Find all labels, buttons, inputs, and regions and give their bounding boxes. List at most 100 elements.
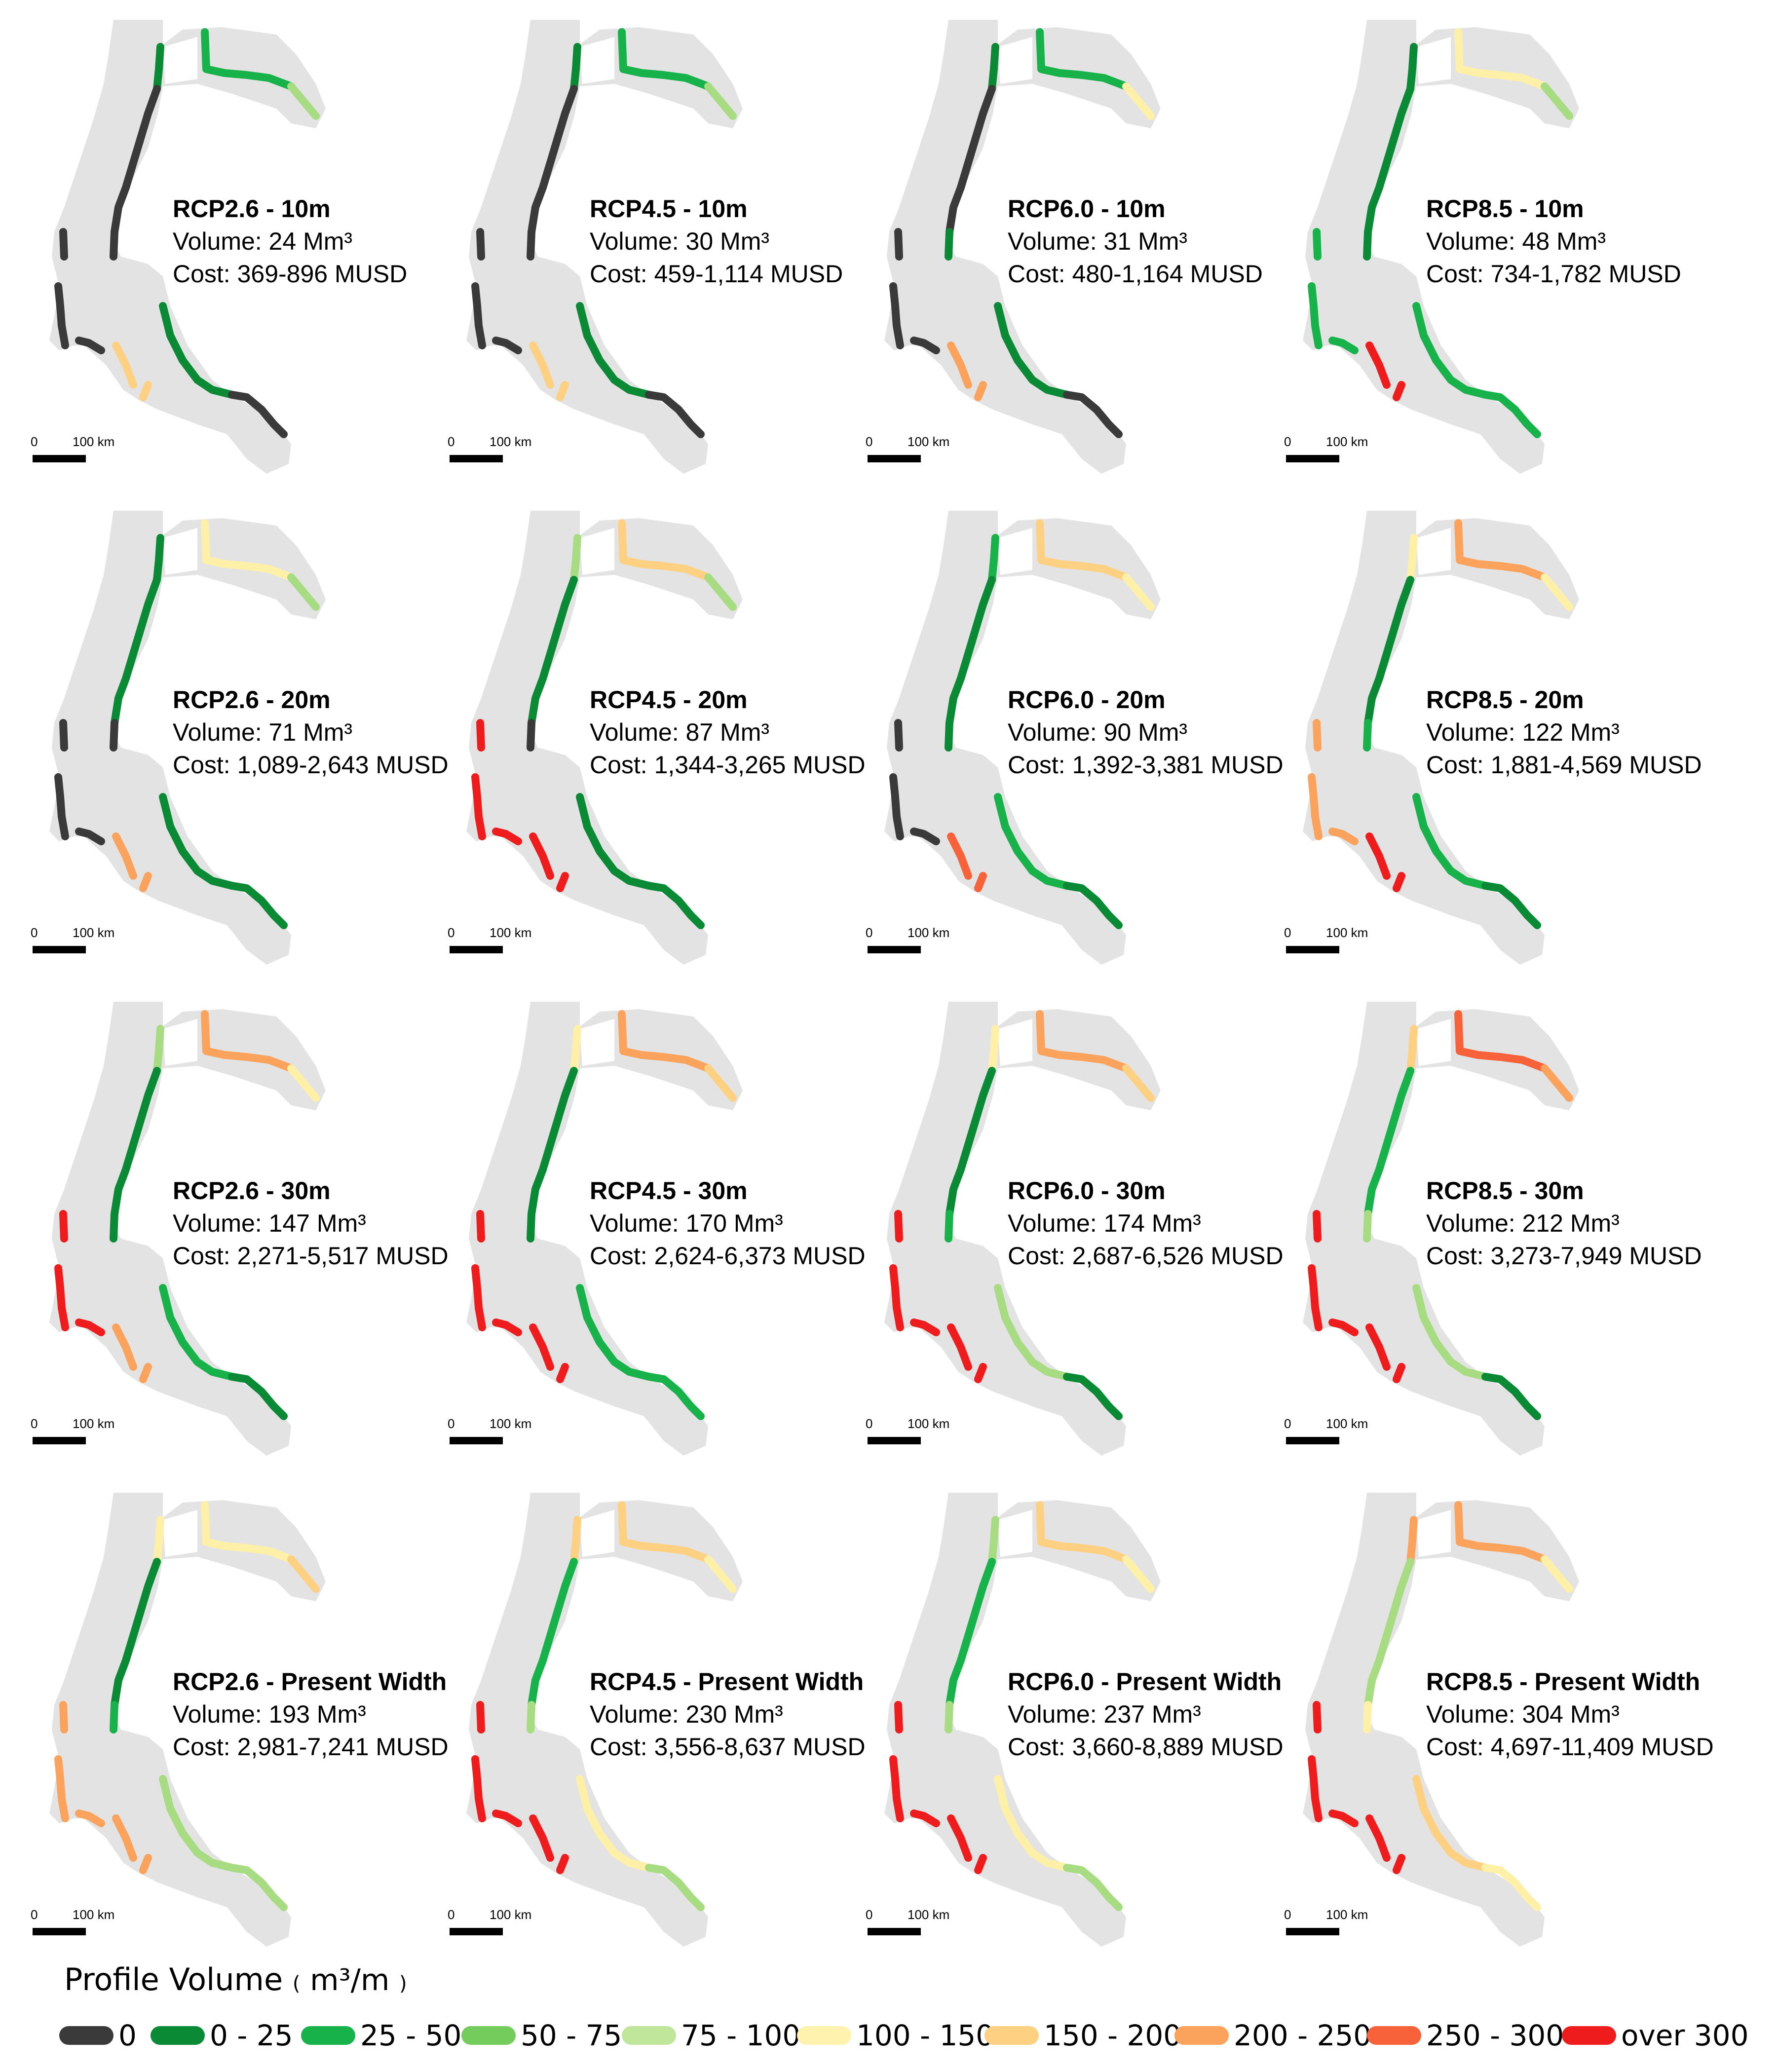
- land-area: [466, 1493, 743, 1947]
- coast-segment-south-gulf: [947, 1814, 987, 1874]
- coast-segment-se-tail: [1481, 1373, 1541, 1420]
- scenario-volume: Volume: 147 Mm³: [173, 1209, 366, 1237]
- coast-segment-west-upper: [946, 1067, 996, 1218]
- coast-segment-north-east: [618, 1010, 712, 1072]
- coast-segment-north-east: [618, 519, 712, 581]
- coast-segment-west-upper: [528, 576, 578, 727]
- coast-segment-se-tail: [645, 1864, 705, 1911]
- coast-segment-north-east: [201, 28, 295, 90]
- map-panel: RCP6.0 - 20m Volume: 90 Mm³ Cost: 1,392-3,…: [835, 491, 1284, 979]
- coast-segment-se-tail: [1481, 882, 1541, 929]
- legend-swatch: [59, 2026, 113, 2045]
- scale-distance-label: 100 km: [490, 434, 532, 449]
- coast-segment-sw-islands: [1308, 1701, 1359, 1827]
- coast-segment-north-bay: [153, 1516, 164, 1566]
- legend-label: 75 - 100: [681, 2019, 801, 2052]
- coast-segment-south-gulf: [1365, 1814, 1405, 1874]
- scale-distance-label: 100 km: [1326, 925, 1368, 940]
- coast-segment-ne-tail: [1122, 1064, 1155, 1102]
- legend-unit-close: ): [399, 1972, 407, 1995]
- map-panel: RCP2.6 - 10m Volume: 24 Mm³ Cost: 369-896 …: [0, 0, 444, 489]
- coast-segment-sw-islands: [54, 1210, 105, 1336]
- coast-segment-east-coast: [576, 793, 653, 890]
- scenario-cost: Cost: 480-1,164 MUSD: [1008, 260, 1263, 288]
- scenario-volume: Volume: 71 Mm³: [173, 718, 353, 746]
- coast-segment-sw-islands: [471, 719, 522, 845]
- coast-segment-west-upper: [528, 1558, 578, 1709]
- coast-map: [1303, 511, 1579, 965]
- coast-segment-east-coast: [1412, 793, 1489, 890]
- coast-segment-north-bay: [570, 43, 581, 93]
- coast-map: [49, 1493, 326, 1947]
- legend-label: 25 - 50: [360, 2019, 462, 2052]
- coast-segment-north-bay: [988, 1516, 999, 1566]
- legend-swatch: [1367, 2026, 1421, 2045]
- coast-map: [466, 20, 743, 474]
- scale-bar-line: [33, 1437, 86, 1444]
- coast-segment-sw-islands: [1308, 228, 1359, 354]
- scale-distance-label: 100 km: [908, 1416, 950, 1431]
- coast-segment-east-coast: [576, 1775, 653, 1872]
- coast-segment-south-gulf: [529, 341, 569, 401]
- scale-zero-label: 0: [1284, 1416, 1291, 1431]
- legend-label: 0 - 25: [210, 2019, 293, 2052]
- coast-segment-sw-islands: [889, 719, 940, 845]
- coast-segment-north-east: [1036, 1010, 1130, 1072]
- coast-map: [884, 1493, 1161, 1947]
- coast-segment-sw-islands: [54, 1701, 105, 1827]
- scale-distance-label: 100 km: [73, 925, 115, 940]
- coast-segment-north-east: [1454, 1501, 1549, 1563]
- legend-item: 50 - 75: [461, 2016, 622, 2055]
- scenario-cost: Cost: 1,344-3,265 MUSD: [590, 751, 866, 779]
- scenario-label: RCP8.5 - 20m Volume: 122 Mm³ Cost: 1,881-4…: [1426, 683, 1702, 781]
- land-area: [466, 1002, 743, 1456]
- scale-distance-label: 100 km: [73, 434, 115, 449]
- scenario-volume: Volume: 30 Mm³: [590, 227, 770, 255]
- coast-map: [1303, 1493, 1579, 1947]
- scenario-label: RCP6.0 - 10m Volume: 31 Mm³ Cost: 480-1,16…: [1008, 192, 1263, 290]
- coast-segment-sw-islands: [471, 1701, 522, 1827]
- scenario-label: RCP4.5 - Present Width Volume: 230 Mm³ Cos…: [590, 1665, 866, 1763]
- coast-segment-sw-islands: [889, 1210, 940, 1336]
- coast-segment-north-bay: [153, 43, 164, 93]
- legend-title-text: Profile Volume: [64, 1961, 283, 1997]
- coast-segment-se-tail: [1063, 1864, 1123, 1911]
- scale-distance-label: 100 km: [490, 925, 532, 940]
- scale-zero-label: 0: [1284, 925, 1291, 940]
- coast-segment-sw-islands: [889, 1701, 940, 1827]
- scenario-label: RCP4.5 - 20m Volume: 87 Mm³ Cost: 1,344-3,…: [590, 683, 866, 781]
- scale-zero-label: 0: [448, 1416, 455, 1431]
- scenario-volume: Volume: 174 Mm³: [1008, 1209, 1201, 1237]
- coast-segment-south-gulf: [112, 1814, 152, 1874]
- coast-segment-west-mid: [110, 1701, 118, 1733]
- legend-swatch: [151, 2026, 205, 2045]
- coast-segment-north-bay: [570, 534, 581, 584]
- scenario-title: RCP6.0 - 20m: [1008, 686, 1166, 714]
- coast-segment-north-east: [1454, 519, 1549, 581]
- scenario-cost: Cost: 2,687-6,526 MUSD: [1008, 1242, 1284, 1270]
- coast-segment-north-bay: [1406, 1025, 1418, 1075]
- legend-swatch: [622, 2026, 676, 2045]
- legend-label: 0: [118, 2019, 137, 2052]
- coast-segment-east-coast: [994, 302, 1071, 399]
- coast-segment-west-upper: [946, 576, 996, 727]
- legend-item: 100 - 150: [797, 2016, 994, 2055]
- map-panel: RCP8.5 - 10m Volume: 48 Mm³ Cost: 734-1,78…: [1253, 0, 1698, 489]
- coast-segment-west-mid: [1363, 1701, 1372, 1733]
- scenario-cost: Cost: 2,981-7,241 MUSD: [173, 1733, 449, 1761]
- legend-item: 25 - 50: [301, 2016, 461, 2055]
- scenario-label: RCP6.0 - 30m Volume: 174 Mm³ Cost: 2,687-6…: [1008, 1174, 1284, 1272]
- scenario-label: RCP6.0 - Present Width Volume: 237 Mm³ Cos…: [1008, 1665, 1284, 1763]
- land-area: [884, 1493, 1161, 1947]
- legend-item: 75 - 100: [622, 2016, 800, 2055]
- coast-segment-south-gulf: [1365, 341, 1405, 401]
- bay-water: [1416, 1510, 1451, 1557]
- scale-bar-line: [33, 1928, 86, 1935]
- coast-segment-north-east: [201, 1010, 295, 1072]
- coast-segment-west-upper: [111, 1558, 161, 1709]
- coast-segment-ne-tail: [287, 1064, 320, 1102]
- scenario-title: RCP4.5 - 20m: [590, 686, 748, 714]
- coast-segment-west-mid: [110, 719, 118, 752]
- coast-segment-west-upper: [946, 1558, 996, 1709]
